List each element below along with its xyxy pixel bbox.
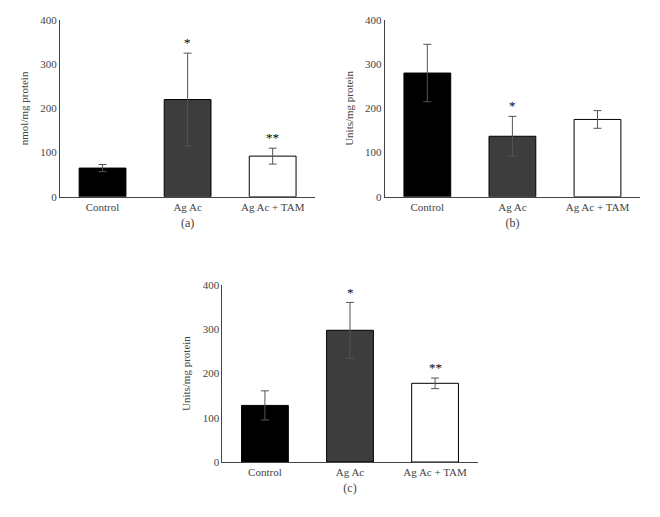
svg-text:400: 400: [40, 14, 57, 26]
svg-text:300: 300: [40, 58, 57, 70]
svg-text:Ag Ac + TAM: Ag Ac + TAM: [566, 201, 630, 213]
svg-text:(c): (c): [343, 481, 356, 495]
svg-text:*: *: [509, 98, 516, 113]
svg-text:200: 200: [203, 367, 220, 379]
svg-text:Control: Control: [411, 201, 445, 213]
svg-text:**: **: [429, 360, 442, 375]
svg-text:200: 200: [40, 102, 57, 114]
svg-text:400: 400: [365, 14, 382, 26]
svg-text:Ag Ac: Ag Ac: [173, 201, 202, 213]
svg-text:Control: Control: [86, 201, 120, 213]
svg-text:300: 300: [203, 323, 220, 335]
svg-text:**: **: [266, 130, 279, 145]
svg-text:*: *: [347, 285, 354, 300]
svg-text:Ag Ac + TAM: Ag Ac + TAM: [403, 466, 467, 478]
svg-text:(b): (b): [505, 216, 519, 230]
svg-text:100: 100: [40, 146, 57, 158]
svg-text:200: 200: [365, 102, 382, 114]
svg-text:Units/mg protein: Units/mg protein: [343, 70, 355, 145]
svg-text:nmol/mg protein: nmol/mg protein: [18, 71, 30, 145]
svg-text:0: 0: [214, 456, 220, 468]
svg-text:Control: Control: [248, 466, 282, 478]
svg-text:100: 100: [365, 146, 382, 158]
svg-text:400: 400: [203, 279, 220, 291]
svg-text:Ag Ac: Ag Ac: [336, 466, 365, 478]
svg-text:0: 0: [51, 191, 57, 203]
svg-text:Ag Ac: Ag Ac: [498, 201, 527, 213]
svg-text:300: 300: [365, 58, 382, 70]
svg-text:*: *: [184, 35, 191, 50]
svg-text:Units/mg protein: Units/mg protein: [180, 336, 192, 411]
svg-text:(a): (a): [181, 216, 194, 230]
svg-text:100: 100: [203, 412, 220, 424]
svg-text:0: 0: [376, 191, 382, 203]
svg-text:Ag Ac + TAM: Ag Ac + TAM: [241, 201, 305, 213]
